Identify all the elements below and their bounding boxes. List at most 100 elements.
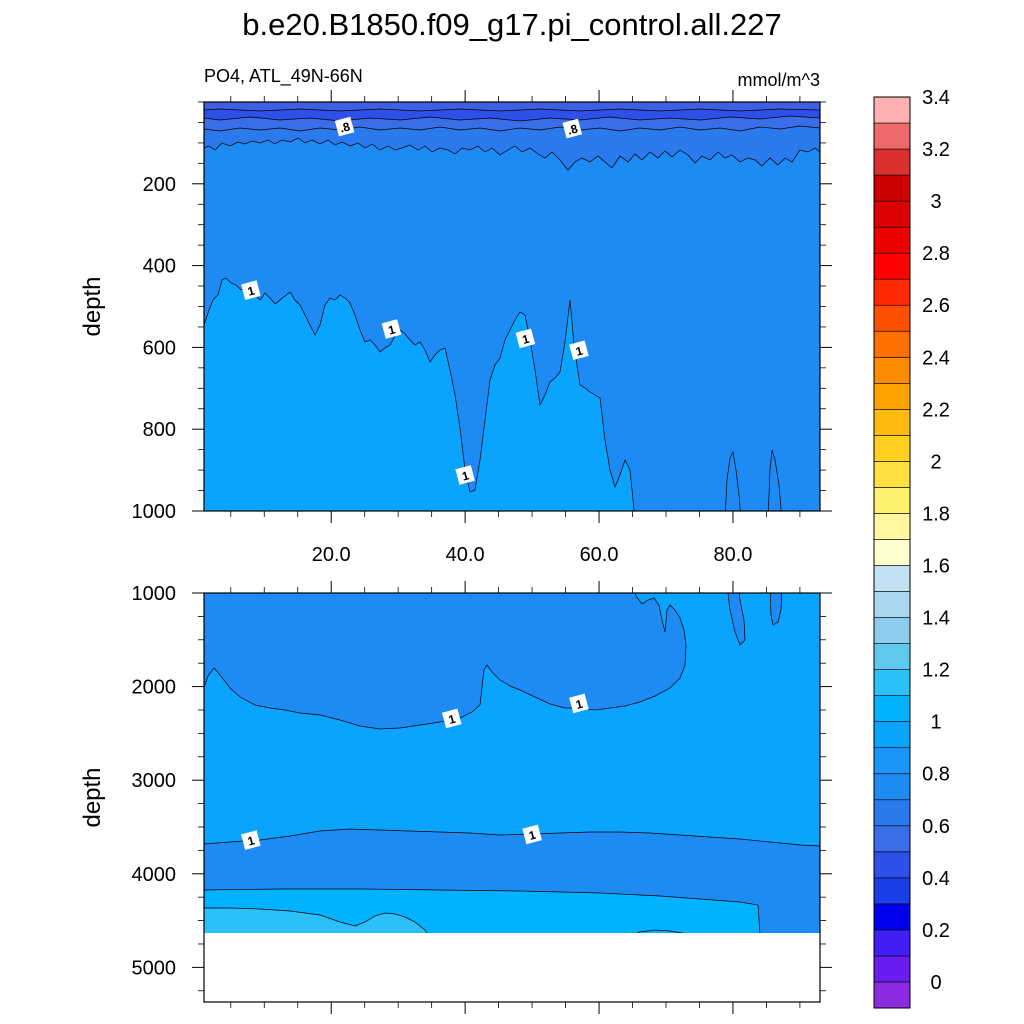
colorbar-label: 2.2 <box>922 399 950 421</box>
colorbar-swatch <box>873 96 911 124</box>
contour-label-bg <box>381 319 402 339</box>
ytick-label-lower: 4000 <box>132 864 177 886</box>
lower-panel <box>204 593 820 1002</box>
lower-fill-1p4-1p6 <box>204 907 429 936</box>
contour-label-bg <box>455 465 475 485</box>
colorbar-swatch <box>873 539 911 566</box>
colorbar-label: 1.2 <box>922 660 950 682</box>
colorbar-label: 1 <box>930 712 941 734</box>
units-label: mmol/m^3 <box>738 70 820 90</box>
colorbar-swatch <box>873 747 911 775</box>
contour-label-bg <box>241 280 261 300</box>
ytick-label-lower: 2000 <box>132 677 177 699</box>
colorbar-swatch <box>873 799 911 827</box>
colorbar-label: 1.6 <box>922 556 950 578</box>
contour-label-text: .8 <box>338 119 352 135</box>
colorbar-swatch <box>873 461 911 488</box>
colorbar-swatch <box>873 981 911 1009</box>
colorbar-label: 1.4 <box>922 608 950 630</box>
left-string: PO4, ATL_49N-66N <box>204 66 363 87</box>
upper-fill-0-0p2 <box>204 102 820 112</box>
xtick-label: 20.0 <box>312 544 351 566</box>
colorbar-swatch <box>873 643 911 670</box>
ytick-label-lower: 5000 <box>132 957 177 979</box>
colorbar-label: 0 <box>930 972 941 994</box>
colorbar-swatch <box>873 669 911 696</box>
colorbar-swatch <box>873 409 911 436</box>
colorbar-swatch <box>873 383 911 410</box>
lower-fill-0p8-1-upper <box>204 593 687 730</box>
colorbar-swatch <box>873 721 911 749</box>
contour-label-text: 1 <box>246 283 256 298</box>
contour-label: 1 <box>522 824 542 845</box>
colorbar-swatch <box>873 435 911 462</box>
axes-layer: 200 400 600 800 1000 20.0 40.0 60.0 80.0 depth 100… <box>79 90 832 1014</box>
contour-label-bg <box>569 340 589 361</box>
contour-label-bg <box>515 328 536 349</box>
contour-label: 1 <box>515 328 536 349</box>
upper-dip-80 <box>725 450 741 511</box>
contour-label-text: 1 <box>460 468 470 483</box>
colorbar-label: 0.8 <box>922 764 950 786</box>
contour-label: 1 <box>569 340 589 361</box>
colorbar-swatch <box>873 200 911 228</box>
ytick-label-lower: 1000 <box>132 583 177 605</box>
contour-label: .8 <box>334 116 355 137</box>
colorbar-swatch <box>873 929 911 957</box>
contour-label-text: 1 <box>246 833 256 848</box>
contour-label-text: 1 <box>574 344 584 359</box>
colorbar-label: 2.6 <box>922 295 950 317</box>
colorbar-label: 2.4 <box>922 347 950 369</box>
colorbar-swatch <box>873 591 911 618</box>
colorbar-swatch <box>873 304 911 332</box>
upper-panel <box>204 102 820 511</box>
contour-label-text: .8 <box>566 121 580 137</box>
colorbar-swatch <box>873 122 911 150</box>
colorbar: 0 0.2 0.4 0.6 0.8 1 1.2 1.4 1.6 1.8 2 2.2 2.4 2.6 2.8 3… <box>873 87 950 1009</box>
colorbar-swatch <box>873 617 911 644</box>
colorbar-label: 3.4 <box>922 87 950 109</box>
contour-label-text: 1 <box>521 332 531 347</box>
ytick-label-upper: 600 <box>143 337 176 359</box>
contour-label-bg <box>522 824 542 845</box>
contour-label-text: 1 <box>447 712 457 727</box>
colorbar-label: 0.4 <box>922 868 950 890</box>
contour-label: .8 <box>562 118 583 139</box>
contour-label-bg <box>441 708 462 729</box>
colorbar-swatch <box>873 695 911 722</box>
contour-label-bg <box>241 830 261 850</box>
colorbar-label: 1.8 <box>922 503 950 525</box>
colorbar-label: 2.8 <box>922 243 950 265</box>
lower-inner-1p2-b <box>769 593 783 626</box>
colorbar-swatch <box>873 330 911 358</box>
colorbar-swatch <box>873 877 911 905</box>
colorbar-swatch <box>873 226 911 254</box>
colorbar-swatch <box>873 252 911 280</box>
colorbar-frame <box>873 96 911 1009</box>
contour-label: 1 <box>569 693 589 714</box>
xtick-label: 60.0 <box>580 544 619 566</box>
colorbar-swatch <box>873 148 911 176</box>
colorbar-swatch <box>873 487 911 514</box>
contour-label-text: 1 <box>527 828 537 843</box>
colorbar-swatch <box>873 773 911 801</box>
colorbar-label: 3.2 <box>922 139 950 161</box>
colorbar-label: 0.2 <box>922 920 950 942</box>
chart-title: b.e20.B1850.f09_g17.pi_control.all.227 <box>242 7 782 42</box>
ytick-label-upper: 400 <box>143 256 176 278</box>
ytick-label-upper: 1000 <box>132 501 177 523</box>
colorbar-swatch <box>873 565 911 592</box>
contour-label-bg <box>334 116 355 137</box>
contour-label-text: 1 <box>574 697 584 712</box>
contour-label-text: 1 <box>387 322 397 337</box>
contour-label: 1 <box>441 708 462 729</box>
xtick-label: 80.0 <box>713 544 752 566</box>
ocean-floor-mask <box>204 933 820 1002</box>
upper-dip-87 <box>768 449 782 511</box>
ytick-label-upper: 200 <box>143 174 176 196</box>
colorbar-swatch <box>873 278 911 306</box>
xtick-label: 40.0 <box>446 544 485 566</box>
contour-label: 1 <box>381 319 402 339</box>
colorbar-swatch <box>873 356 911 384</box>
